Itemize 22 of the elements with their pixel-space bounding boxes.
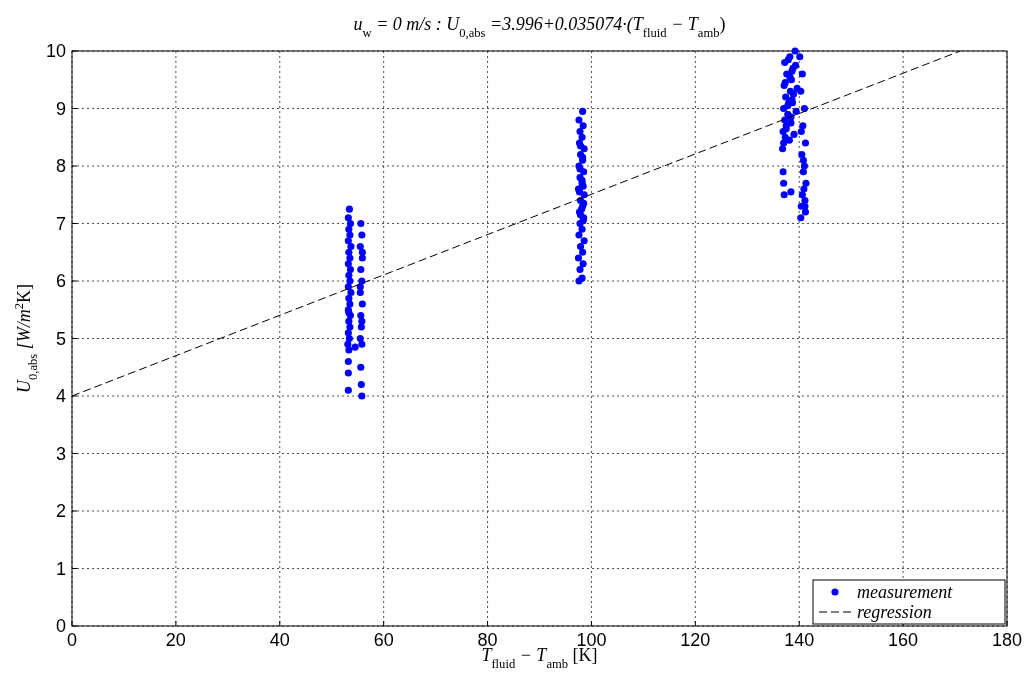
x-tick-label: 20	[165, 630, 186, 650]
legend-label: measurement	[857, 582, 954, 602]
x-tick-label: 120	[680, 630, 711, 650]
y-tick-label: 6	[55, 271, 66, 291]
y-tick-label: 5	[55, 328, 66, 349]
y-tick-label: 1	[55, 558, 66, 579]
x-tick-label: 140	[784, 630, 815, 650]
y-tick-label: 3	[55, 443, 66, 464]
y-tick-label: 10	[45, 41, 66, 61]
y-tick-label: 4	[55, 386, 66, 406]
x-tick-label: 60	[373, 630, 394, 650]
y-tick-label: 0	[55, 616, 66, 636]
x-tick-label: 160	[888, 630, 919, 650]
x-tick-label: 40	[269, 630, 290, 650]
x-tick-label: 180	[991, 630, 1023, 650]
x-axis-title: T$_{fluid}$ − T$_{amb}$ [K]	[481, 645, 598, 671]
y-tick-label: 2	[55, 501, 66, 521]
chart-title: u$_{w}$ = 0 m/s : U$_{0,abs}$ =3.996+0.035074·(T$_{fluid}$ − T$_{amb}$)	[353, 14, 726, 40]
y-tick-label: 8	[55, 156, 66, 176]
y-tick-label: 7	[55, 213, 66, 234]
legend-label: regression	[857, 602, 932, 622]
y-tick-label: 9	[55, 98, 66, 119]
